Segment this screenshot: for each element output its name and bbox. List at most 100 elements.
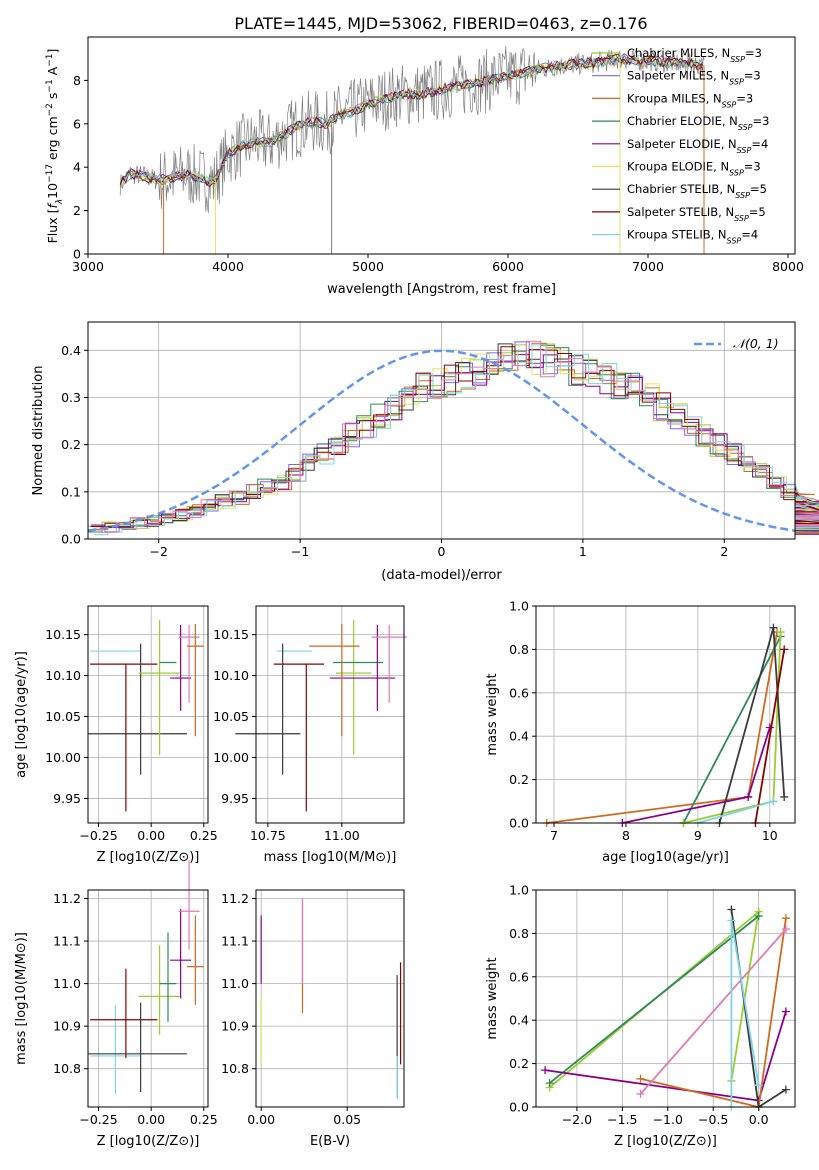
x-tick-label: −1.5 bbox=[607, 1112, 637, 1127]
x-tick-label: −0.25 bbox=[79, 1112, 117, 1127]
plus-marker bbox=[636, 1089, 645, 1098]
y-tick-label: 10.10 bbox=[45, 668, 81, 683]
y-tick-label: 0.3 bbox=[61, 390, 81, 405]
x-tick-label: 8 bbox=[622, 828, 630, 843]
plus-marker bbox=[765, 723, 774, 732]
residual-histogram-panel: −2 −1 0 1 2 0.0 0.1 0.2 0.3 0.4 𝒩(0, 1) (data-model… bbox=[31, 321, 819, 583]
x-tick-label: −2 bbox=[149, 544, 167, 559]
mass-weight-line bbox=[544, 1011, 787, 1102]
x-tick-label: 9 bbox=[694, 828, 702, 843]
y-tick-label: 8 bbox=[73, 73, 81, 88]
y-tick-label: 0.6 bbox=[509, 685, 529, 700]
plus-marker bbox=[780, 792, 789, 801]
histogram-step-line bbox=[88, 340, 819, 533]
y-tick-label: 9.95 bbox=[221, 791, 249, 806]
y-tick-label: 0.1 bbox=[61, 484, 81, 499]
y-axis-label: Normed distribution bbox=[31, 366, 46, 496]
y-tick-label: 11.1 bbox=[221, 934, 249, 949]
gaussian-reference-line bbox=[87, 349, 796, 532]
plus-marker bbox=[727, 905, 736, 914]
y-tick-label: 1.0 bbox=[509, 599, 529, 614]
y-tick-label: 10.00 bbox=[213, 750, 249, 765]
massweight-vs-age-panel: 7 8 9 10 0.0 0.2 0.4 0.6 0.8 1.0 age [log10(age/yr… bbox=[485, 599, 796, 865]
plus-marker bbox=[636, 1074, 645, 1083]
plus-marker bbox=[781, 1085, 790, 1094]
x-tick-label: 0.25 bbox=[190, 828, 218, 843]
y-tick-label: 10.00 bbox=[45, 750, 81, 765]
y-tick-label: 11.0 bbox=[221, 976, 249, 991]
x-axis-label: E(B-V) bbox=[310, 1134, 350, 1149]
x-tick-label: −0.25 bbox=[79, 828, 117, 843]
axes-frame bbox=[87, 36, 796, 255]
axes-frame bbox=[87, 605, 209, 824]
y-tick-label: 9.95 bbox=[53, 791, 81, 806]
y-axis-label: mass [log10(M/M⊙)] bbox=[14, 932, 29, 1065]
x-tick-label: 4000 bbox=[212, 259, 244, 274]
y-axis-label: mass weight bbox=[485, 957, 500, 1039]
x-tick-label: 10.75 bbox=[250, 828, 286, 843]
y-tick-label: 0 bbox=[73, 247, 81, 262]
plus-marker bbox=[781, 925, 790, 934]
model-spectrum-line bbox=[120, 54, 703, 186]
model-spectrum-line bbox=[120, 54, 703, 184]
x-tick-label: 0.05 bbox=[333, 1112, 361, 1127]
mass-vs-extinction-panel: 0.00 0.05 10.8 10.9 11.0 11.1 11.2 E(B-V) bbox=[221, 889, 405, 1149]
mass-weight-line bbox=[697, 800, 774, 824]
model-spectrum-line bbox=[119, 53, 704, 186]
x-tick-label: 7000 bbox=[632, 259, 664, 274]
figure-title: PLATE=1445, MJD=53062, FIBERID=0463, z=0… bbox=[234, 14, 647, 33]
legend-entry: Salpeter STELIB, NSSP=5 bbox=[627, 205, 766, 223]
x-tick-label: 6000 bbox=[492, 259, 524, 274]
x-tick-label: 7 bbox=[550, 828, 558, 843]
y-tick-label: 11.0 bbox=[53, 976, 81, 991]
y-tick-label: 10.05 bbox=[213, 709, 249, 724]
x-tick-label: 0.0 bbox=[749, 1112, 769, 1127]
plus-marker bbox=[754, 1081, 763, 1090]
plus-marker bbox=[776, 628, 785, 637]
mass-vs-metallicity-panel: −0.25 0.00 0.25 10.8 10.9 11.0 11.1 11.2 Z [log1… bbox=[14, 860, 218, 1149]
axes-frame bbox=[255, 605, 405, 824]
x-axis-label: age [log10(age/yr)] bbox=[602, 850, 729, 865]
plus-marker bbox=[545, 1079, 554, 1088]
plus-marker bbox=[541, 1066, 550, 1075]
axes-frame bbox=[535, 605, 796, 824]
massweight-vs-metallicity-panel: −2.0 −1.5 −1.0 −0.5 0.0 0.0 0.2 0.4 0.6 0.8 1.0 Z [… bbox=[485, 883, 796, 1149]
plus-marker bbox=[727, 916, 736, 925]
y-tick-label: 0.4 bbox=[509, 729, 529, 744]
mass-weight-line bbox=[682, 635, 782, 824]
legend-entry: Chabrier MILES, NSSP=3 bbox=[627, 46, 762, 64]
age-vs-metallicity-panel: −0.25 0.00 0.25 9.95 10.00 10.05 10.10 10.15 Z [… bbox=[14, 605, 218, 865]
x-axis-label: Z [log10(Z/Z⊙)] bbox=[614, 1134, 717, 1149]
y-tick-label: 10.10 bbox=[213, 668, 249, 683]
x-tick-label: 5000 bbox=[352, 259, 384, 274]
x-axis-label: Z [log10(Z/Z⊙)] bbox=[97, 850, 200, 865]
x-tick-label: −2.0 bbox=[562, 1112, 592, 1127]
plus-marker bbox=[769, 797, 778, 806]
axes-frame bbox=[87, 889, 209, 1108]
y-tick-label: 0.0 bbox=[509, 1100, 529, 1115]
y-tick-label: 0.2 bbox=[509, 1056, 529, 1071]
model-spectrum-line bbox=[119, 54, 704, 185]
y-tick-label: 0.4 bbox=[509, 1013, 529, 1028]
x-tick-label: −1.0 bbox=[653, 1112, 683, 1127]
y-tick-label: 10.8 bbox=[221, 1061, 249, 1076]
y-tick-label: 11.2 bbox=[53, 891, 81, 906]
x-tick-label: 11.00 bbox=[324, 828, 360, 843]
x-tick-label: 8000 bbox=[772, 259, 804, 274]
y-tick-label: 0.2 bbox=[509, 772, 529, 787]
y-tick-label: 1.0 bbox=[509, 883, 529, 898]
x-tick-label: 3000 bbox=[72, 259, 104, 274]
age-vs-mass-panel: 10.75 11.00 9.95 10.00 10.05 10.10 10.15 mass [… bbox=[213, 605, 407, 865]
histogram-step-line bbox=[88, 343, 819, 532]
legend-entry: Salpeter ELODIE, NSSP=4 bbox=[627, 137, 768, 155]
legend-entry: Chabrier ELODIE, NSSP=3 bbox=[627, 114, 769, 132]
legend-entry: Chabrier STELIB, NSSP=5 bbox=[627, 182, 767, 200]
x-tick-label: 0 bbox=[438, 544, 446, 559]
x-tick-label: 0.00 bbox=[247, 1112, 275, 1127]
mass-weight-line bbox=[546, 631, 778, 824]
y-tick-label: 10.15 bbox=[45, 627, 81, 642]
plus-marker bbox=[781, 1007, 790, 1016]
legend-entry: Kroupa ELODIE, NSSP=3 bbox=[627, 160, 761, 178]
mass-weight-line bbox=[639, 928, 787, 1095]
